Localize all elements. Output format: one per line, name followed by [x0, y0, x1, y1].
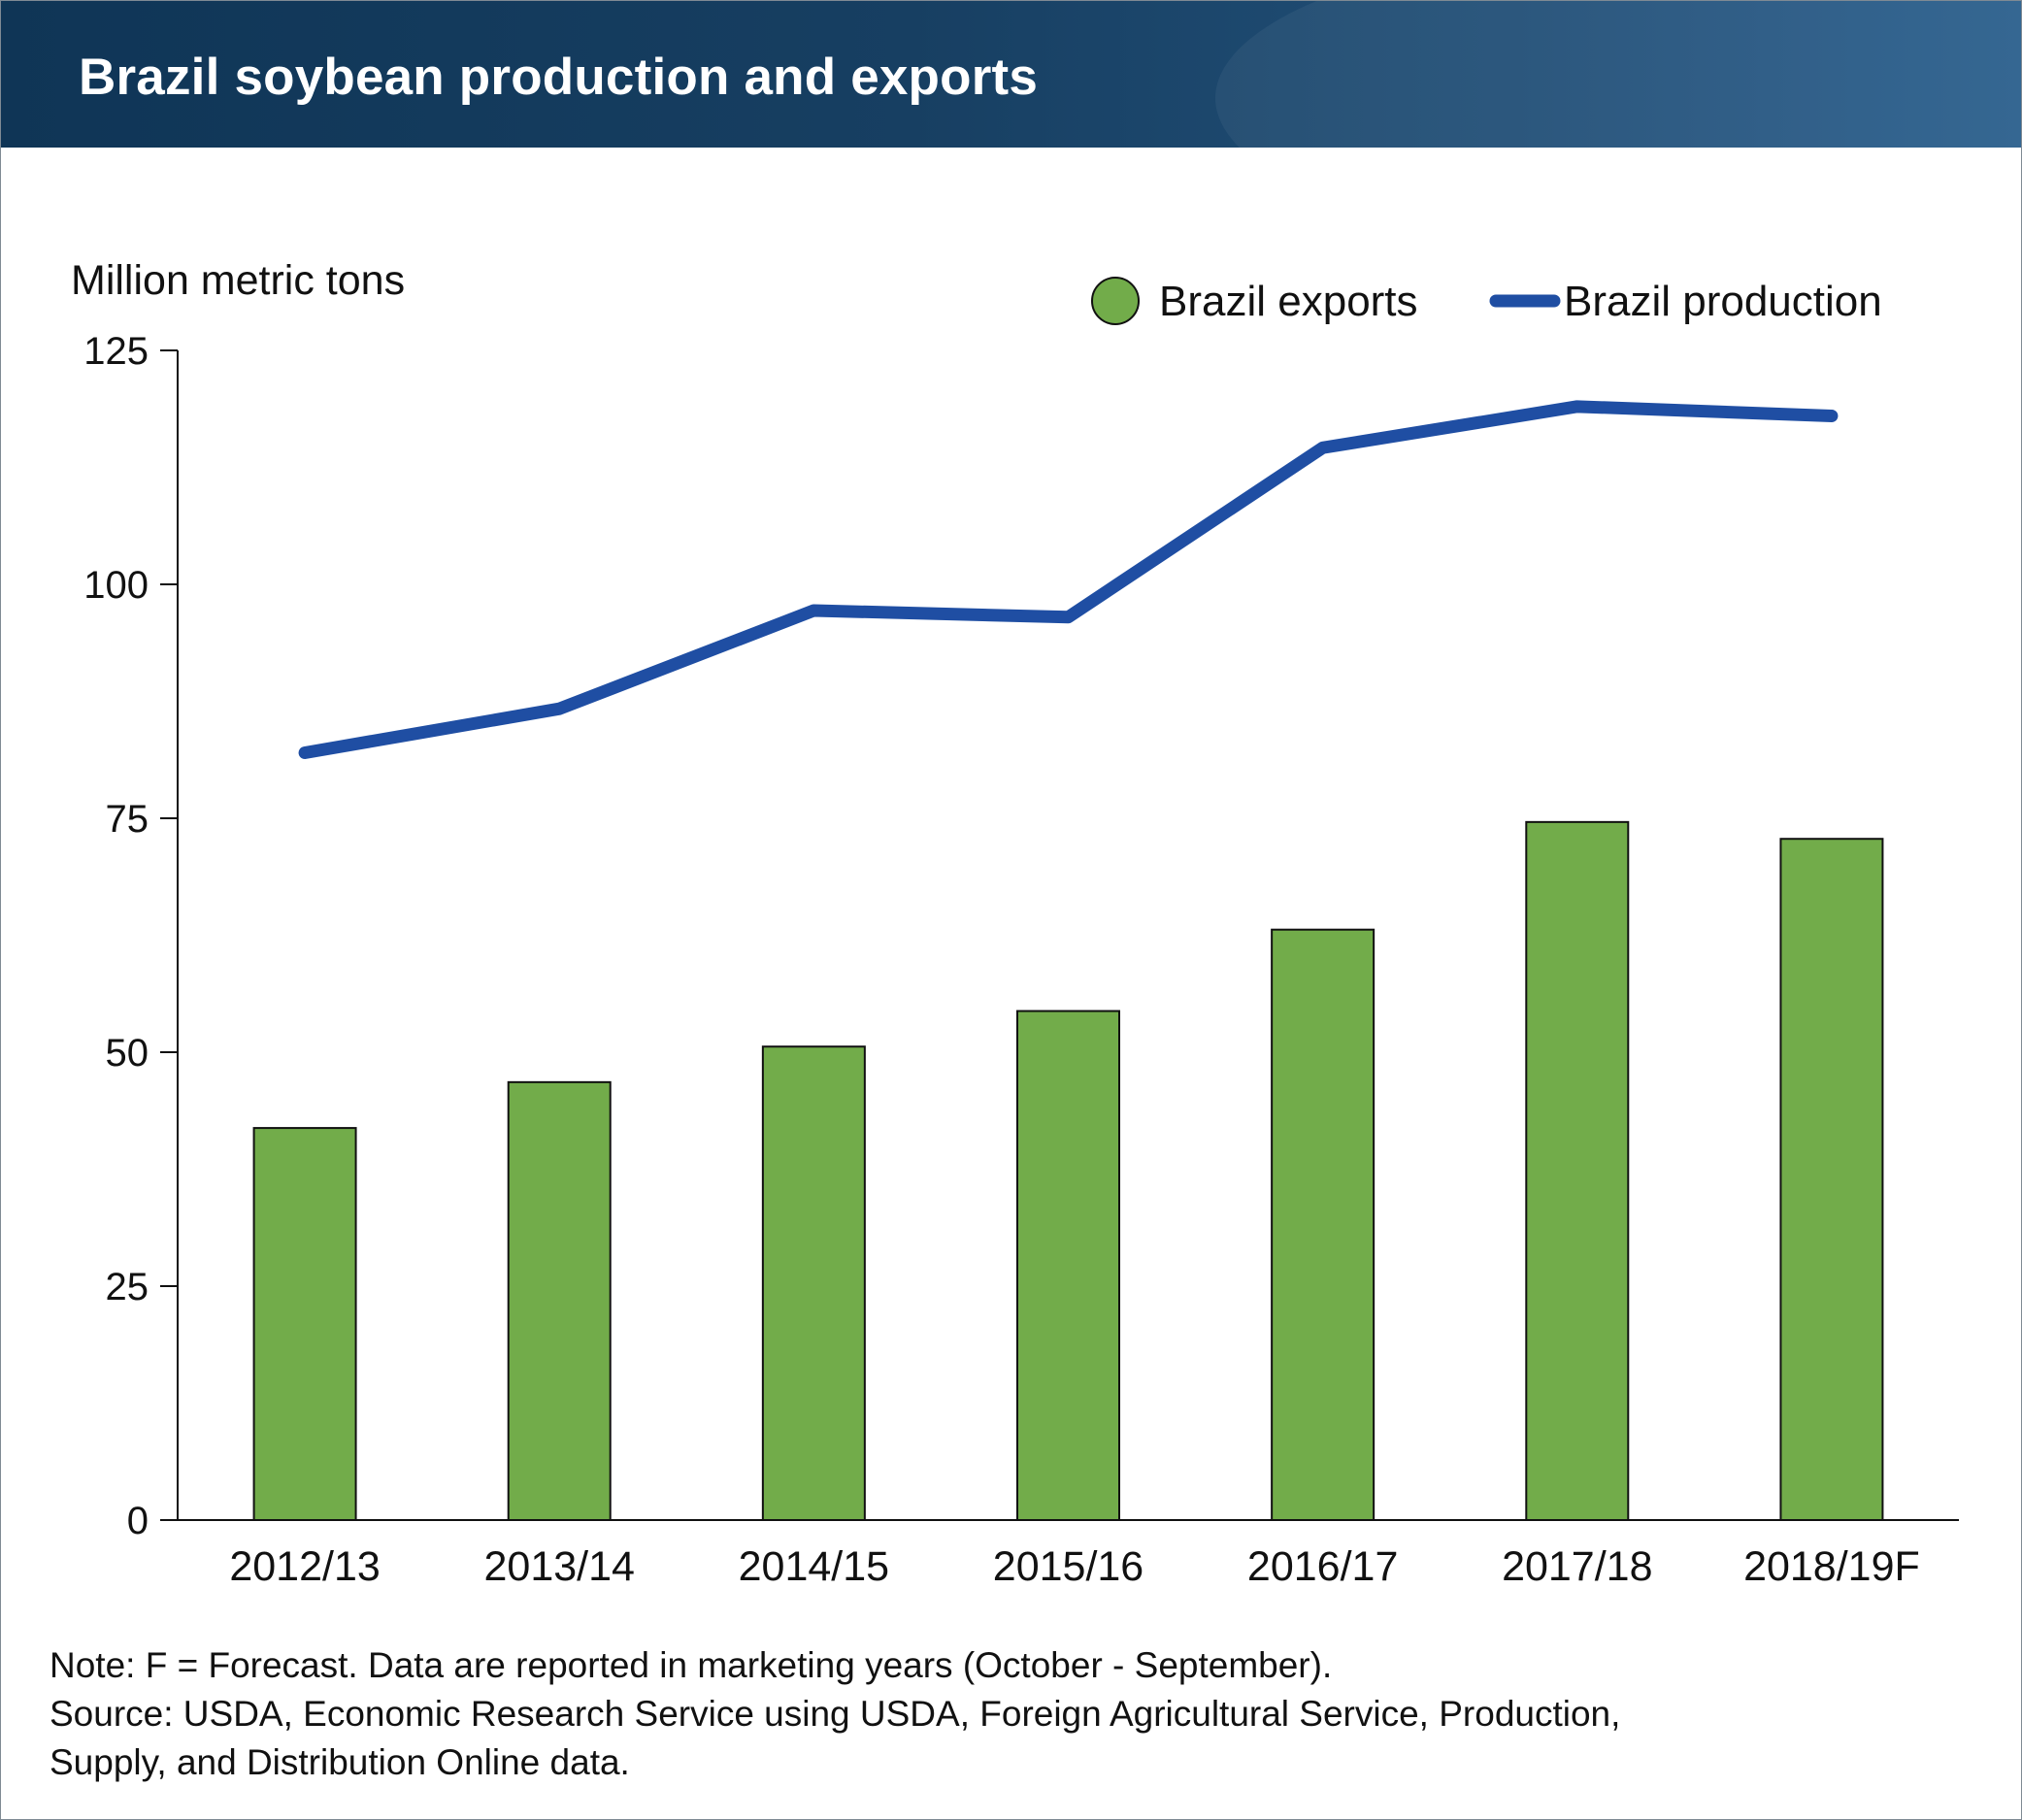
- x-tick-label: 2013/14: [483, 1543, 634, 1590]
- y-tick-label: 0: [127, 1500, 149, 1542]
- bar-exports-2016/17: [1271, 928, 1376, 1521]
- legend-exports-label: Brazil exports: [1159, 278, 1418, 325]
- bar-exports-2018/19F: [1779, 838, 1884, 1521]
- legend-production-label: Brazil production: [1564, 278, 1882, 325]
- x-tick-label: 2015/16: [993, 1543, 1144, 1590]
- y-axis-title: Million metric tons: [71, 257, 405, 304]
- chart-title: Brazil soybean production and exports: [79, 49, 1039, 106]
- y-tick-label: 100: [83, 564, 149, 607]
- title-banner: Brazil soybean production and exports: [1, 1, 2021, 148]
- banner-decoration: [1215, 1, 2021, 148]
- bar-exports-2012/13: [252, 1127, 357, 1521]
- y-tick-label: 125: [83, 330, 149, 373]
- x-tick-label: 2012/13: [229, 1543, 380, 1590]
- y-tick-label: 25: [106, 1266, 149, 1308]
- x-tick-label: 2018/19F: [1743, 1543, 1920, 1590]
- bar-exports-2013/14: [507, 1080, 612, 1522]
- line-production: [298, 400, 1839, 760]
- bar-exports-2017/18: [1525, 820, 1630, 1521]
- footnote: Note: F = Forecast. Data are reported in…: [50, 1641, 1972, 1787]
- bar-exports-2014/15: [761, 1045, 866, 1521]
- bar-exports-2015/16: [1016, 1009, 1120, 1521]
- x-tick-label: 2016/17: [1247, 1543, 1398, 1590]
- source-line-2: Supply, and Distribution Online data.: [50, 1742, 630, 1782]
- y-tick-label: 75: [106, 798, 149, 841]
- legend-exports-swatch: [1091, 277, 1140, 325]
- source-line-1: Source: USDA, Economic Research Service …: [50, 1694, 1621, 1734]
- x-tick-label: 2014/15: [739, 1543, 889, 1590]
- y-tick-label: 50: [106, 1032, 149, 1075]
- x-tick-label: 2017/18: [1502, 1543, 1652, 1590]
- note-line: Note: F = Forecast. Data are reported in…: [50, 1645, 1333, 1685]
